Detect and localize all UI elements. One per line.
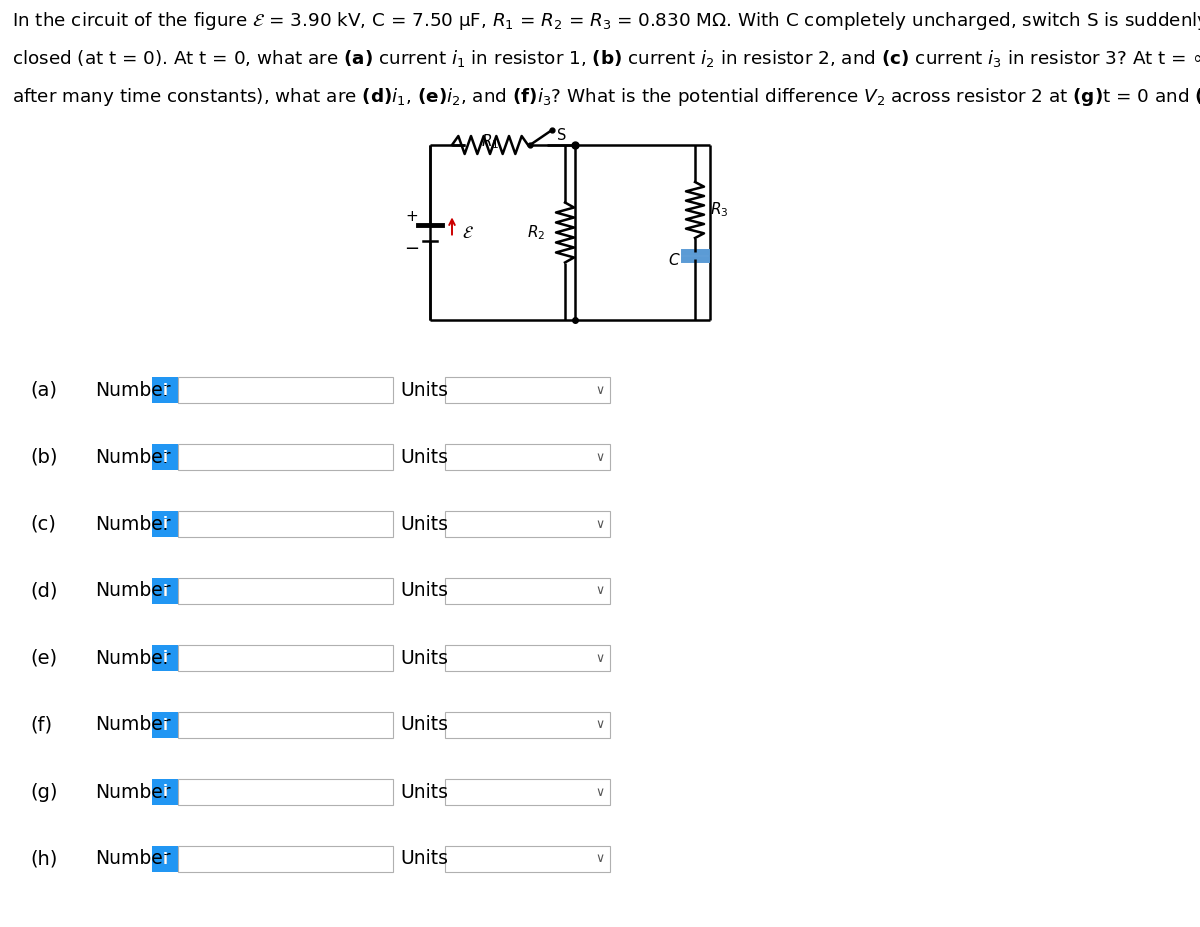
Text: i: i: [162, 583, 168, 599]
FancyBboxPatch shape: [178, 578, 394, 604]
FancyBboxPatch shape: [178, 377, 394, 403]
Text: (d): (d): [30, 581, 58, 601]
Text: ∨: ∨: [595, 384, 605, 397]
Text: ∨: ∨: [595, 785, 605, 798]
Text: +: +: [406, 209, 419, 224]
FancyBboxPatch shape: [152, 578, 178, 604]
Text: closed (at t = 0). At t = 0, what are $\bf{(a)}$ current $i_1$ in resistor 1, $\: closed (at t = 0). At t = 0, what are $\…: [12, 48, 1200, 69]
FancyBboxPatch shape: [178, 511, 394, 537]
Text: Units: Units: [400, 448, 448, 466]
Text: Number: Number: [95, 782, 170, 802]
Text: after many time constants), what are $\bf{(d)}$$i_1$, $\bf{(e)}$$i_2$, and $\bf{: after many time constants), what are $\b…: [12, 86, 1200, 108]
Text: $R_1$: $R_1$: [481, 132, 499, 151]
Text: Units: Units: [400, 380, 448, 400]
Text: (f): (f): [30, 716, 52, 734]
FancyBboxPatch shape: [178, 712, 394, 738]
FancyBboxPatch shape: [445, 779, 610, 805]
FancyBboxPatch shape: [445, 578, 610, 604]
Text: Number: Number: [95, 849, 170, 869]
Text: Units: Units: [400, 782, 448, 802]
Text: (c): (c): [30, 514, 56, 534]
Text: (b): (b): [30, 448, 58, 466]
Text: ∨: ∨: [595, 517, 605, 530]
FancyBboxPatch shape: [178, 444, 394, 470]
Text: Number: Number: [95, 448, 170, 466]
FancyBboxPatch shape: [445, 511, 610, 537]
Text: Number: Number: [95, 716, 170, 734]
Text: C: C: [668, 252, 679, 268]
FancyBboxPatch shape: [152, 712, 178, 738]
Text: i: i: [162, 784, 168, 799]
Text: Units: Units: [400, 581, 448, 601]
Text: Units: Units: [400, 849, 448, 869]
Text: $R_3$: $R_3$: [710, 200, 728, 220]
Text: ∨: ∨: [595, 853, 605, 866]
FancyBboxPatch shape: [178, 779, 394, 805]
Text: Units: Units: [400, 649, 448, 667]
FancyBboxPatch shape: [152, 511, 178, 537]
FancyBboxPatch shape: [445, 846, 610, 872]
FancyBboxPatch shape: [152, 846, 178, 872]
FancyBboxPatch shape: [445, 712, 610, 738]
Text: (g): (g): [30, 782, 58, 802]
Text: $R_2$: $R_2$: [527, 223, 545, 242]
Text: Number: Number: [95, 380, 170, 400]
FancyBboxPatch shape: [152, 444, 178, 470]
FancyBboxPatch shape: [152, 779, 178, 805]
Text: (h): (h): [30, 849, 58, 869]
Text: i: i: [162, 852, 168, 867]
Text: Number: Number: [95, 514, 170, 534]
Text: $\mathcal{E}$: $\mathcal{E}$: [462, 223, 474, 242]
FancyBboxPatch shape: [178, 645, 394, 671]
Text: Units: Units: [400, 514, 448, 534]
Text: S: S: [557, 128, 566, 143]
Text: i: i: [162, 450, 168, 464]
FancyBboxPatch shape: [445, 645, 610, 671]
Text: In the circuit of the figure $\mathcal{E}$ = 3.90 kV, C = 7.50 µF, $R_1$ = $R_2$: In the circuit of the figure $\mathcal{E…: [12, 10, 1200, 32]
Text: ∨: ∨: [595, 451, 605, 464]
Text: Units: Units: [400, 716, 448, 734]
Text: Number: Number: [95, 649, 170, 667]
Text: i: i: [162, 383, 168, 398]
Text: i: i: [162, 651, 168, 666]
Text: Number: Number: [95, 581, 170, 601]
Text: −: −: [404, 239, 420, 258]
FancyBboxPatch shape: [178, 846, 394, 872]
Text: i: i: [162, 516, 168, 531]
Text: i: i: [162, 717, 168, 732]
Text: (e): (e): [30, 649, 58, 667]
FancyBboxPatch shape: [445, 444, 610, 470]
Text: ∨: ∨: [595, 585, 605, 598]
Text: ∨: ∨: [595, 652, 605, 665]
FancyBboxPatch shape: [152, 645, 178, 671]
FancyBboxPatch shape: [152, 377, 178, 403]
Text: ∨: ∨: [595, 718, 605, 731]
Text: (a): (a): [30, 380, 58, 400]
FancyBboxPatch shape: [445, 377, 610, 403]
